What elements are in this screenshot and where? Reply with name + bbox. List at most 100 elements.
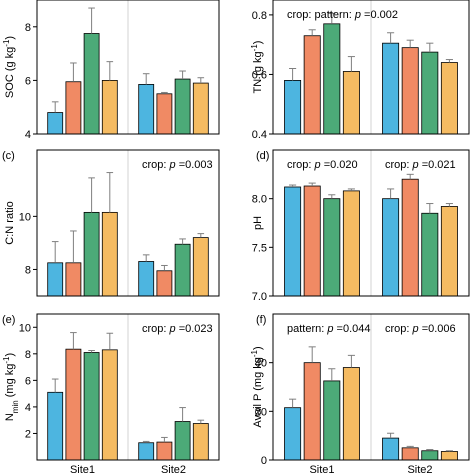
bar-site2-3 (174, 78, 191, 135)
y-tick-label: 8.0 (252, 194, 267, 206)
stat-annotation: crop: p =0.023 (142, 323, 213, 335)
panel-letter: (f) (256, 314, 266, 326)
annotation-text: =0.021 (419, 159, 456, 171)
bar-site1-1 (47, 391, 64, 461)
bar-site1-3 (83, 33, 100, 135)
y-axis-label-text: ) (4, 353, 16, 357)
y-axis-label: TN (g kg-1) (250, 41, 265, 94)
y-axis-label-text: SOC (g kg (4, 47, 16, 98)
annotation-p: p (412, 159, 419, 171)
bar-site2-3 (174, 421, 191, 461)
annotation-text: =0.044 (333, 323, 370, 335)
y-tick-label: 2 (25, 428, 31, 440)
annotation-text: =0.002 (361, 9, 398, 21)
annotation-text: =0.020 (321, 159, 358, 171)
y-tick-label: 4 (25, 402, 31, 414)
y-tick-label: 8 (25, 22, 31, 34)
y-axis-label: SOC (g kg-1) (2, 36, 17, 98)
bar-site1-3 (323, 23, 341, 135)
stat-annotation: crop: p =0.021 (385, 159, 456, 171)
y-axis-label-subscript: min (11, 400, 20, 413)
y-tick-label: 0.4 (252, 129, 267, 141)
axis-frame (272, 313, 470, 461)
bar-site2-2 (401, 178, 419, 297)
bar-site2-1 (138, 442, 155, 461)
y-tick-label: 0.6 (252, 69, 267, 81)
x-tick-label: Site2 (407, 464, 432, 474)
bar-site2-1 (382, 198, 400, 297)
annotation-text: pattern: (287, 323, 327, 335)
y-axis-label-text: N (4, 413, 16, 421)
bar-site1-3 (83, 352, 100, 461)
bar-site1-4 (101, 80, 118, 135)
bar-site1-1 (284, 407, 302, 461)
bar-site1-4 (101, 211, 118, 297)
bar-site2-2 (401, 47, 419, 135)
stat-annotation: crop: p =0.003 (142, 159, 213, 171)
y-axis-label: Avail P (mg kg-1) (250, 346, 265, 427)
annotation-text: crop: pattern: (287, 9, 355, 21)
y-axis-label-superscript: -1 (250, 44, 259, 52)
bar-site1-1 (47, 262, 64, 297)
y-tick-label: 7.0 (252, 291, 267, 303)
y-tick-label: 8 (25, 264, 31, 276)
bar-site2-2 (156, 441, 173, 461)
bar-site2-4 (192, 423, 209, 461)
annotation-p: p (314, 159, 321, 171)
y-axis-label-superscript: -1 (2, 39, 11, 47)
annotation-text: crop: (287, 159, 315, 171)
y-axis-label-text: TN (g kg (252, 51, 264, 93)
bar-site1-4 (342, 190, 360, 297)
annotation-p: p (169, 323, 176, 335)
bar-site1-3 (83, 211, 100, 297)
bar-site2-4 (440, 451, 458, 461)
bar-site2-1 (138, 84, 155, 135)
y-tick-label: 0.8 (252, 10, 267, 22)
bar-site1-2 (303, 35, 321, 135)
bar-site2-4 (192, 237, 209, 297)
bar-site1-2 (65, 348, 82, 461)
bar-site1-2 (303, 362, 321, 461)
axis-frame (272, 0, 470, 135)
panel-3: 8 10C:N ratio (c) crop: p =0.003 (2, 149, 220, 297)
y-tick-label: 10 (19, 211, 31, 223)
panel-4: 7.07.58.0pH(d)crop: p =0.020 crop: p =0.0… (252, 149, 470, 303)
bar-site1-1 (284, 186, 302, 297)
axis-frame (36, 313, 220, 461)
bar-site2-4 (192, 82, 209, 135)
bar-site2-1 (138, 261, 155, 297)
bar-site2-3 (421, 51, 439, 135)
y-axis-label-text: ) (4, 36, 16, 40)
panel-letter: (c) (2, 150, 15, 162)
panel-5: 2 4 6 8 10 Nmin (mg kg-1) (e) crop: p =0.023 Sit… (2, 313, 220, 474)
bar-site2-1 (382, 437, 400, 461)
axis-frame (272, 149, 470, 297)
annotation-p: p (326, 323, 333, 335)
bar-site2-3 (421, 212, 439, 297)
panel-letter: (d) (256, 150, 269, 162)
stat-annotation: crop: pattern: p =0.002 (287, 9, 398, 21)
y-tick-label: 7.5 (252, 242, 267, 254)
y-axis-label-superscript: -1 (250, 349, 259, 357)
y-axis-label: C:N ratio (4, 201, 16, 244)
bar-site2-2 (401, 447, 419, 461)
annotation-text: crop: (142, 323, 170, 335)
x-tick-label: Site1 (309, 464, 334, 474)
annotation-text: =0.003 (176, 159, 213, 171)
annotation-p: p (169, 159, 176, 171)
stat-annotation: crop: p =0.020 (287, 159, 358, 171)
y-axis-label-text: ) (252, 346, 264, 350)
bar-site1-3 (323, 198, 341, 297)
bar-site2-2 (156, 93, 173, 135)
bar-site1-2 (65, 81, 82, 135)
axis-frame (36, 149, 220, 297)
y-axis-label-text: ) (252, 41, 264, 45)
y-tick-label: 20 (255, 406, 267, 418)
bar-site1-4 (342, 71, 360, 135)
bar-site1-4 (101, 349, 118, 461)
bar-site2-2 (156, 270, 173, 297)
panel-2: 0.4 0.6 0.8 TN (g kg-1) crop: pattern: p =0.… (250, 0, 470, 141)
stat-annotation: crop: p =0.006 (385, 323, 456, 335)
